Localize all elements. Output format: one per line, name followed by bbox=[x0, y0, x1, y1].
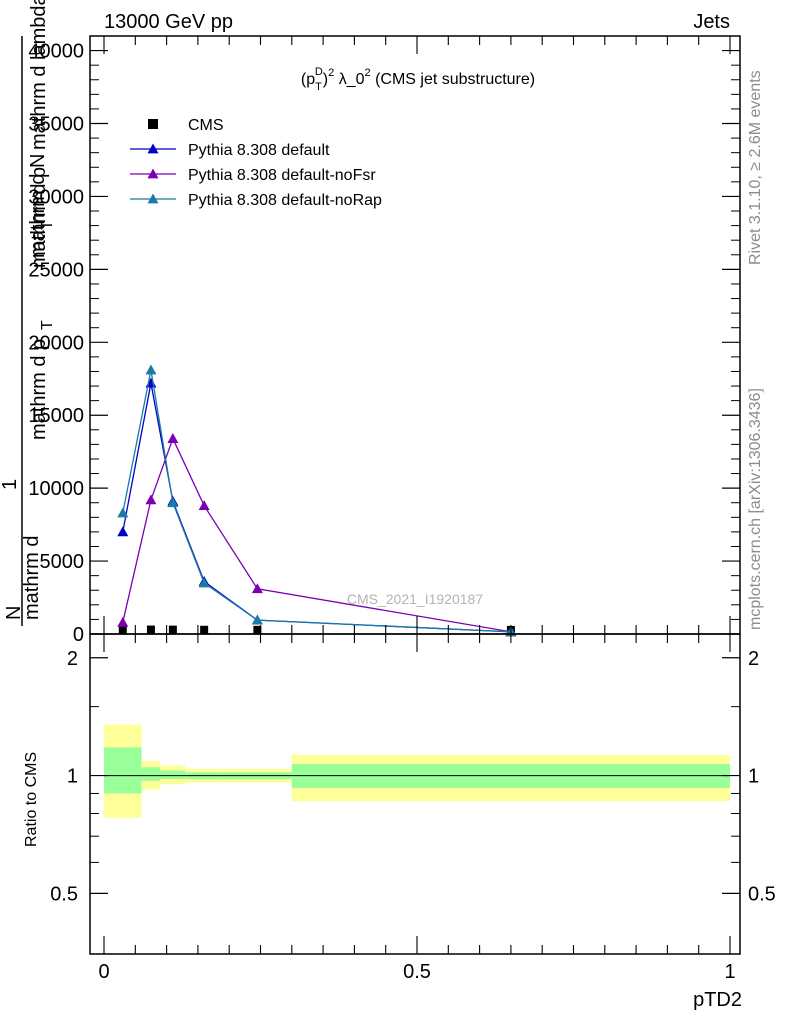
x-tick-label: 1 bbox=[724, 961, 735, 983]
x-tick-label: 0 bbox=[98, 961, 109, 983]
ratio-bands bbox=[104, 724, 730, 818]
data-point bbox=[145, 364, 157, 375]
legend-item: Pythia 8.308 default bbox=[130, 142, 330, 159]
data-point bbox=[117, 526, 129, 537]
legend-marker bbox=[147, 193, 159, 204]
y-tick-label: 20000 bbox=[28, 332, 84, 354]
legend-label: Pythia 8.308 default-noRap bbox=[188, 192, 382, 209]
title-sup-2: 2 bbox=[328, 67, 334, 79]
data-point bbox=[146, 625, 155, 634]
ratio-y-tick-label: 1 bbox=[67, 766, 78, 788]
ratio-y-tick-label-right: 1 bbox=[748, 766, 759, 788]
main-panel: 0 5000 10000 15000 20000 25000 30000 35000 40000 bbox=[28, 35, 741, 646]
legend-marker bbox=[148, 119, 158, 129]
data-point bbox=[200, 625, 209, 634]
legend-marker bbox=[147, 143, 159, 154]
ratio-inner-band bbox=[160, 770, 186, 779]
ratio-y-tick-label-right: 0.5 bbox=[748, 883, 776, 905]
title-close: ) bbox=[323, 71, 328, 88]
title-p: (p bbox=[301, 71, 315, 88]
data-point bbox=[251, 583, 263, 594]
rivet-label: Rivet 3.1.10, ≥ 2.6M events bbox=[747, 70, 764, 265]
data-point bbox=[168, 625, 177, 634]
energy-label: 13000 GeV pp bbox=[104, 11, 233, 33]
watermark: CMS_2021_I1920187 bbox=[347, 591, 483, 607]
legend-marker bbox=[147, 168, 159, 179]
y-tick-label: 15000 bbox=[28, 405, 84, 427]
data-point bbox=[251, 614, 263, 625]
ylabel-fragment: 1 bbox=[0, 479, 21, 490]
data-point bbox=[145, 494, 157, 505]
y-tick-label: 25000 bbox=[28, 259, 84, 281]
y-tick-label: 10000 bbox=[28, 478, 84, 500]
legend-label: CMS bbox=[188, 117, 224, 134]
legend-item: CMS bbox=[148, 117, 224, 134]
data-point bbox=[167, 433, 179, 443]
ylabel-fragment: T bbox=[39, 320, 56, 330]
ratio-inner-band bbox=[141, 767, 161, 781]
ratio-ticks: 0 0.5 1 0.5 0.5 1 1 2 2 bbox=[50, 634, 776, 983]
ylabel-fragment: mathrm d p bbox=[28, 339, 50, 440]
main-title: (pTD)2 λ_02 (CMS jet substructure) bbox=[301, 66, 535, 93]
data-point bbox=[198, 500, 210, 511]
title-sub-t: T bbox=[315, 81, 322, 93]
ylabel-fragment: mathrm d bbox=[21, 536, 43, 620]
main-x-ticks bbox=[103, 36, 731, 634]
title-sup-2b: 2 bbox=[365, 67, 371, 79]
ylabel-fragment: mathrm d p bbox=[28, 167, 50, 268]
ylabel-fragment: mathrm d N bbox=[27, 154, 49, 258]
y-tick-label: 35000 bbox=[28, 114, 84, 136]
data-point bbox=[117, 616, 129, 627]
y-tick-label: 40000 bbox=[28, 41, 84, 63]
series-line bbox=[122, 369, 511, 633]
series-line bbox=[122, 436, 512, 633]
main-series bbox=[117, 364, 517, 637]
ylabel-fragment: N bbox=[3, 606, 25, 620]
x-tick-label: 0.5 bbox=[403, 961, 431, 983]
ratio-panel: 0 0.5 1 0.5 0.5 1 1 2 2 bbox=[50, 633, 776, 983]
ratio-inner-band bbox=[104, 747, 142, 794]
data-point bbox=[198, 577, 210, 588]
data-point bbox=[145, 377, 157, 388]
category-label: Jets bbox=[693, 11, 730, 33]
ratio-y-tick-label: 2 bbox=[67, 648, 78, 670]
data-point bbox=[167, 497, 179, 508]
title-tail: (CMS jet substructure) bbox=[371, 71, 535, 88]
ylabel-fragment: T bbox=[39, 220, 56, 230]
y-tick-label: 5000 bbox=[40, 551, 85, 573]
ratio-frame bbox=[89, 633, 741, 955]
ratio-y-tick-label: 0.5 bbox=[50, 883, 78, 905]
title-sup-d: D bbox=[315, 66, 323, 78]
data-point bbox=[117, 507, 129, 518]
source-label: mcplots.cern.ch [arXiv:1306.3436] bbox=[747, 388, 764, 630]
main-ylabel: mathrm d N 1 mathrm d p T mathrm d p T m… bbox=[0, 0, 56, 626]
legend-label: Pythia 8.308 default bbox=[188, 142, 330, 159]
y-tick-label: 30000 bbox=[28, 186, 84, 208]
legend: CMS Pythia 8.308 default Pythia 8.308 defa… bbox=[130, 117, 382, 209]
ratio-ylabel: Ratio to CMS bbox=[23, 752, 40, 847]
y-tick-label: 0 bbox=[73, 624, 84, 646]
data-point bbox=[253, 625, 262, 634]
x-axis-label: pTD2 bbox=[693, 989, 742, 1011]
data-point bbox=[118, 625, 127, 634]
legend-label: Pythia 8.308 default-noFsr bbox=[188, 167, 376, 184]
main-y-ticks: 0 5000 10000 15000 20000 25000 30000 35000 40000 bbox=[28, 41, 740, 646]
title-rest: λ_0 bbox=[334, 71, 364, 88]
legend-item: Pythia 8.308 default-noFsr bbox=[130, 167, 376, 184]
ratio-y-tick-label-right: 2 bbox=[748, 648, 759, 670]
legend-item: Pythia 8.308 default-noRap bbox=[130, 192, 382, 209]
ylabel-fragment: mathrm d lambda bbox=[28, 0, 50, 150]
